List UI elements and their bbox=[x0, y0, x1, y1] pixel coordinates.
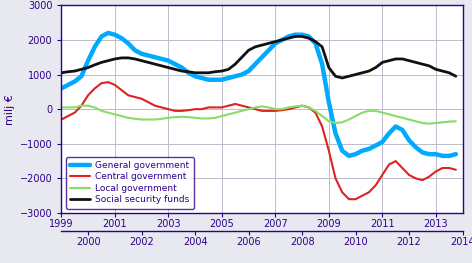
Line: Central government: Central government bbox=[61, 82, 456, 199]
General government bbox=[453, 153, 459, 156]
Social security funds bbox=[339, 76, 345, 79]
Central government bbox=[346, 198, 352, 201]
Y-axis label: milj €: milj € bbox=[5, 94, 16, 124]
Legend: General government, Central government, Local government, Social security funds: General government, Central government, … bbox=[66, 157, 194, 209]
General government bbox=[166, 59, 171, 62]
Local government bbox=[199, 117, 205, 120]
Social security funds bbox=[312, 40, 318, 43]
Line: Social security funds: Social security funds bbox=[61, 36, 456, 78]
Social security funds bbox=[453, 75, 459, 78]
Social security funds bbox=[59, 71, 64, 74]
Local government bbox=[132, 117, 138, 120]
Local government bbox=[59, 106, 64, 109]
Social security funds bbox=[192, 71, 198, 74]
General government bbox=[132, 49, 138, 52]
Social security funds bbox=[159, 64, 165, 67]
Central government bbox=[132, 95, 138, 99]
General government bbox=[312, 42, 318, 45]
Local government bbox=[453, 120, 459, 123]
Central government bbox=[105, 80, 111, 84]
General government bbox=[59, 87, 64, 90]
Social security funds bbox=[126, 56, 131, 59]
Social security funds bbox=[185, 70, 191, 73]
Central government bbox=[179, 109, 185, 113]
General government bbox=[105, 31, 111, 34]
Local government bbox=[166, 116, 171, 119]
Local government bbox=[312, 109, 318, 113]
Central government bbox=[192, 108, 198, 111]
Central government bbox=[59, 118, 64, 121]
Line: General government: General government bbox=[61, 33, 456, 156]
Local government bbox=[79, 104, 84, 107]
General government bbox=[192, 75, 198, 78]
Line: Local government: Local government bbox=[61, 106, 456, 124]
Social security funds bbox=[172, 68, 178, 71]
Social security funds bbox=[293, 35, 298, 38]
General government bbox=[179, 66, 185, 69]
General government bbox=[199, 76, 205, 79]
Central government bbox=[312, 111, 318, 114]
Local government bbox=[179, 115, 185, 118]
Local government bbox=[426, 122, 432, 125]
Local government bbox=[192, 116, 198, 119]
Central government bbox=[199, 108, 205, 111]
Central government bbox=[453, 168, 459, 171]
General government bbox=[346, 154, 352, 158]
Central government bbox=[166, 108, 171, 111]
